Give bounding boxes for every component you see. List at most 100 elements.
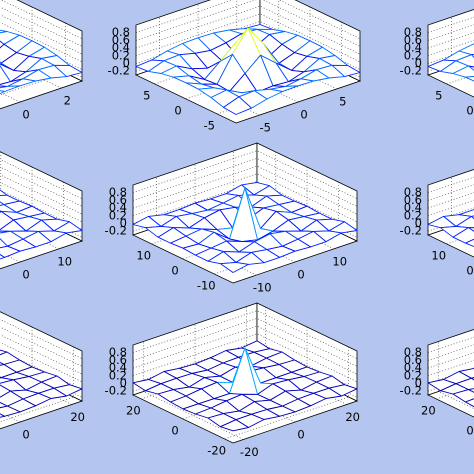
mesh-cell: [0, 405, 21, 417]
x-tick-label: 2: [64, 94, 71, 108]
z-tick-label: 0.2: [109, 368, 127, 382]
grid-line: [0, 189, 83, 230]
y-tick-label: 0: [466, 104, 473, 118]
mesh-cell: [452, 227, 474, 244]
y-tick-label: 10: [431, 249, 446, 263]
grid-line: [0, 6, 83, 47]
z-tick-label: 0.6: [109, 193, 127, 207]
grid-line: [132, 325, 358, 375]
y-tick-label: -5: [204, 119, 215, 133]
x-tick-label: 20: [70, 410, 85, 424]
z-tick-label: 0: [415, 56, 422, 70]
z-tick-label: 0.4: [404, 201, 422, 215]
grid-line: [132, 158, 358, 207]
y-tick-label: 10: [136, 249, 151, 263]
grid-line: [132, 333, 358, 383]
x-tick-label: 10: [57, 254, 72, 268]
grid-line: [0, 159, 83, 199]
mesh-cell: [465, 238, 474, 248]
mesh-cell: [220, 261, 249, 273]
x-tick-label: 0: [297, 268, 304, 282]
mesh-cell: [0, 40, 5, 49]
z-tick-label: -0.2: [400, 64, 422, 78]
grid-line: [437, 341, 474, 409]
y-tick-label: -20: [207, 444, 226, 458]
grid-line: [135, 0, 361, 39]
x-tick-label: 10: [332, 254, 347, 268]
x-tick-label: 0: [300, 108, 307, 122]
mesh-cell: [220, 419, 249, 432]
mesh-cell: [0, 413, 5, 418]
mesh-cell: [0, 254, 5, 260]
y-tick-label: 20: [126, 404, 141, 418]
z-tick-label: 0.8: [109, 345, 127, 359]
z-tick-label: -0.2: [108, 64, 130, 78]
mesh-cell: [465, 398, 474, 408]
z-tick-label: 0.2: [112, 48, 130, 62]
y-tick-label: 0: [174, 104, 181, 118]
y-tick-label: 5: [435, 89, 442, 103]
z-tick-label: 0: [120, 376, 127, 390]
z-tick-label: 0: [120, 216, 127, 230]
mesh-cell: [452, 65, 474, 78]
z-tick-label: 0.4: [404, 41, 422, 55]
mesh-plot: -0.200.20.40.60.8-505-505: [400, 8, 474, 118]
z-tick-label: 0.8: [404, 25, 422, 39]
z-tick-label: 0: [415, 216, 422, 230]
z-tick-label: 0.8: [109, 185, 127, 199]
grid-line: [132, 150, 358, 199]
grid-line: [0, 326, 83, 367]
grid-line: [0, 166, 83, 207]
grid-line: [132, 173, 358, 223]
y-tick-label: 0: [171, 264, 178, 278]
z-tick-label: 0.2: [404, 48, 422, 62]
grid-line: [132, 310, 358, 359]
y-tick-label: 0: [171, 424, 178, 438]
x-tick-label: 20: [345, 410, 360, 424]
grid-line: [450, 17, 474, 79]
z-tick-label: 0.6: [404, 33, 422, 47]
mesh-cell: [223, 96, 252, 115]
mesh-plot: -0.200.20.40.60.8-505-505: [108, 0, 362, 135]
x-tick-label: -20: [240, 445, 259, 459]
z-tick-label: -0.2: [105, 384, 127, 398]
z-tick-label: 0.4: [112, 41, 130, 55]
z-tick-label: -0.2: [400, 224, 422, 238]
z-tick-label: 0.2: [404, 208, 422, 222]
y-tick-label: 5: [143, 89, 150, 103]
z-tick-label: 0.4: [404, 361, 422, 375]
mesh-cell: [0, 85, 21, 92]
grid-line: [0, 182, 83, 223]
grid-line: [0, 14, 83, 55]
z-tick-label: 0.2: [404, 368, 422, 382]
z-tick-label: 0.6: [112, 33, 130, 47]
z-tick-label: -0.2: [400, 384, 422, 398]
grid-line: [132, 181, 358, 230]
grid-line: [0, 0, 83, 39]
z-tick-label: 0.6: [404, 193, 422, 207]
y-tick-label: 0: [466, 424, 473, 438]
grid-line: [0, 342, 83, 383]
mesh-cell: [452, 389, 474, 403]
grid-line: [135, 13, 361, 63]
y-tick-label: 20: [421, 404, 436, 418]
x-tick-label: 5: [339, 94, 346, 108]
x-tick-label: 0: [297, 428, 304, 442]
mesh-cell: [465, 75, 474, 82]
x-tick-label: -10: [253, 281, 272, 295]
x-tick-label: 0: [22, 108, 29, 122]
z-tick-label: 0.6: [404, 353, 422, 367]
grid-line: [0, 334, 83, 375]
z-tick-label: 0.4: [109, 361, 127, 375]
grid-line: [450, 177, 474, 239]
x-tick-label: 0: [22, 268, 29, 282]
mesh-plot: -0.200.20.40.60.8-202-202: [0, 0, 84, 122]
grid-line: [143, 341, 244, 440]
